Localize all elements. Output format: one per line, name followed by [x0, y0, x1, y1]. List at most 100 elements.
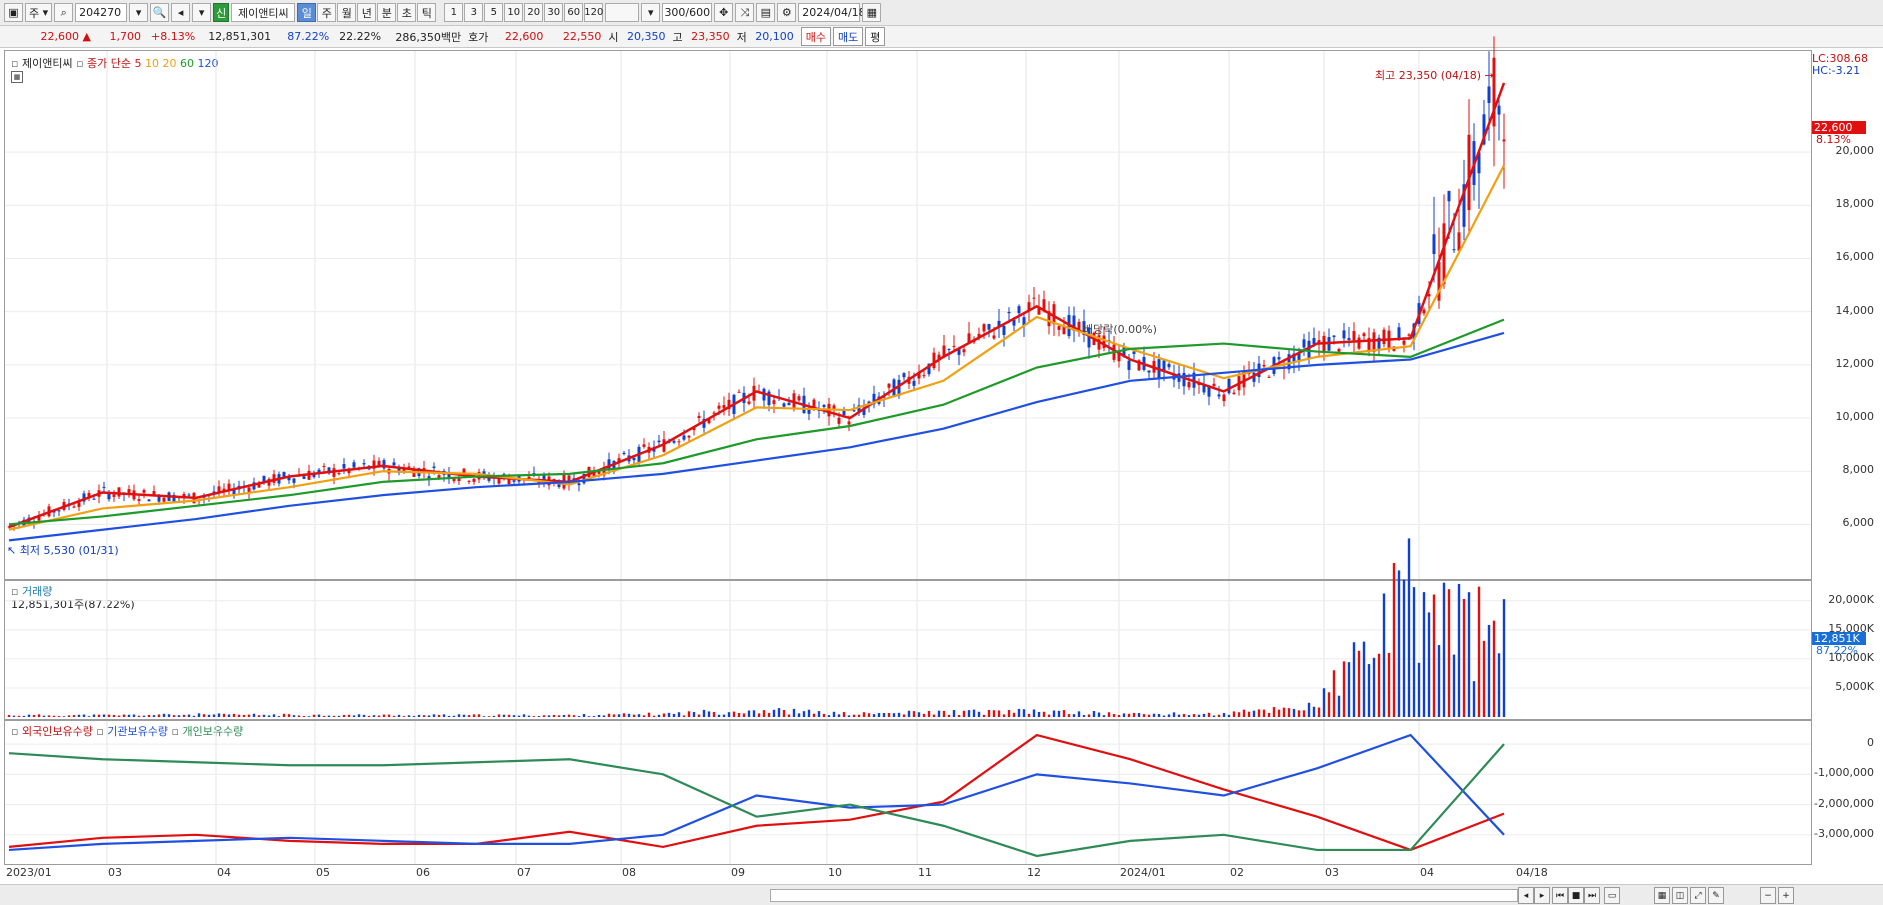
- volume-bar: [787, 714, 791, 717]
- period-tab-일[interactable]: 일: [297, 3, 317, 22]
- code-search-icon[interactable]: ⌕: [54, 3, 74, 22]
- volume-bar: [147, 714, 151, 717]
- interval-dropdown-icon[interactable]: ▾: [641, 3, 661, 22]
- period-tab-초[interactable]: 초: [397, 3, 417, 22]
- period-tab-틱[interactable]: 틱: [417, 3, 437, 22]
- sell-button[interactable]: 매도: [833, 27, 864, 46]
- candle-body: [792, 393, 796, 408]
- date-input[interactable]: 2024/04/18: [798, 3, 866, 22]
- zoom-out-icon[interactable]: −: [1760, 887, 1776, 904]
- volume-bar: [972, 709, 976, 717]
- interval-tab-120[interactable]: 120: [584, 3, 603, 22]
- settings-icon[interactable]: ⚙: [777, 3, 797, 22]
- volume-chart-panel[interactable]: ▫ 거래량 12,851,301주(87.22%): [4, 538, 1812, 720]
- price-chart-panel[interactable]: ▫ 제이앤티씨 ▫ 종가 단순 5 10 20 60 120 ▦ 최고 23,3…: [4, 36, 1812, 580]
- volume-bar: [1252, 710, 1256, 717]
- volume-bar: [782, 709, 786, 717]
- interval-tab-20[interactable]: 20: [524, 3, 544, 22]
- volume-bar: [577, 716, 581, 717]
- calendar-icon[interactable]: ▦: [862, 3, 882, 22]
- market-select[interactable]: 주 ▾: [25, 3, 53, 22]
- ruler-icon[interactable]: ▭: [1604, 887, 1620, 904]
- candle-body: [1287, 354, 1291, 370]
- candle-body: [1487, 86, 1491, 104]
- volume-bar: [102, 714, 106, 717]
- volume-bar: [17, 715, 21, 717]
- evaluate-button[interactable]: 평: [865, 27, 886, 46]
- panel-menu-icon[interactable]: ▦: [11, 71, 23, 83]
- data-count-input[interactable]: 300/600: [662, 3, 713, 22]
- volume-bar: [572, 715, 576, 717]
- custom-interval-input[interactable]: [605, 3, 640, 22]
- zoom-in-icon[interactable]: +: [1778, 887, 1794, 904]
- dropdown-icon[interactable]: ▾: [192, 3, 212, 22]
- audio-icon[interactable]: ◂: [171, 3, 191, 22]
- volume-bar: [217, 713, 221, 717]
- first-page-icon[interactable]: ⏮: [1552, 887, 1568, 904]
- period-tab-년[interactable]: 년: [357, 3, 377, 22]
- search-icon[interactable]: 🔍: [150, 3, 170, 22]
- stock-code-input[interactable]: 204270: [75, 3, 128, 22]
- interval-tab-3[interactable]: 3: [464, 3, 484, 22]
- legend-foreign: 외국인보유수량: [21, 725, 93, 738]
- price-y-tick: 14,000: [1835, 303, 1875, 317]
- chart-type-icon[interactable]: ▣: [4, 3, 23, 22]
- period-tab-주[interactable]: 주: [317, 3, 337, 22]
- interval-tab-60[interactable]: 60: [564, 3, 584, 22]
- volume-bar: [377, 715, 381, 717]
- candle-body: [467, 480, 471, 482]
- interval-tab-5[interactable]: 5: [484, 3, 504, 22]
- volume-bar: [427, 715, 431, 717]
- volume-bar: [1272, 707, 1276, 717]
- code-dropdown-icon[interactable]: ▾: [129, 3, 149, 22]
- candle-body: [697, 415, 701, 418]
- scroll-right-icon[interactable]: ▸: [1534, 887, 1550, 904]
- scrollbar[interactable]: [770, 889, 1518, 902]
- scroll-left-icon[interactable]: ◂: [1518, 887, 1534, 904]
- volume-bar: [822, 713, 826, 717]
- candle-body: [457, 478, 461, 482]
- volume-legend: ▫ 거래량: [11, 585, 53, 598]
- buy-button[interactable]: 매수: [800, 27, 831, 46]
- layout-icon[interactable]: ▦: [1654, 887, 1670, 904]
- x-tick: 11: [918, 866, 932, 879]
- ma-line-60: [8, 318, 1505, 526]
- interval-tab-30[interactable]: 30: [544, 3, 564, 22]
- volume-bar: [382, 714, 386, 717]
- volume-bar: [777, 708, 781, 717]
- candle-body: [822, 404, 826, 407]
- volume-bar: [27, 714, 31, 717]
- volume-bar: [322, 715, 326, 717]
- volume-bar: [137, 715, 141, 717]
- volume-bar: [1117, 715, 1121, 717]
- period-tab-분[interactable]: 분: [377, 3, 397, 22]
- split-icon[interactable]: ◫: [1672, 887, 1688, 904]
- volume-bar: [877, 713, 881, 717]
- interval-tab-1[interactable]: 1: [444, 3, 464, 22]
- candle-body: [767, 391, 771, 406]
- crosshair-icon[interactable]: ✥: [714, 3, 734, 22]
- volume-bar: [827, 715, 831, 717]
- volume-bar: [442, 714, 446, 717]
- volume-bar: [887, 713, 891, 717]
- candle-body: [1312, 338, 1316, 345]
- candle-body: [1222, 394, 1226, 402]
- expand-icon[interactable]: ⤢: [1690, 887, 1706, 904]
- volume-bar: [1342, 661, 1346, 717]
- candle-body: [57, 510, 61, 512]
- volume-bar: [837, 714, 841, 717]
- interval-tab-10[interactable]: 10: [504, 3, 524, 22]
- indicator-icon[interactable]: ⤨: [735, 3, 755, 22]
- volume-bar: [182, 714, 186, 717]
- save-icon[interactable]: ▤: [756, 3, 776, 22]
- period-tab-월[interactable]: 월: [337, 3, 357, 22]
- volume-bar: [487, 716, 491, 717]
- volume-bar: [212, 714, 216, 717]
- candle-body: [162, 497, 166, 502]
- holdings-chart-panel[interactable]: ▫ 외국인보유수량 ▫ 기관보유수량 ▫ 개인보유수량: [4, 720, 1812, 865]
- volume-bar: [537, 716, 541, 717]
- tool-icon[interactable]: ✎: [1708, 887, 1724, 904]
- last-page-icon[interactable]: ⏭: [1584, 887, 1600, 904]
- legend-ma-label: 종가 단순: [87, 57, 132, 70]
- stop-icon[interactable]: ■: [1568, 887, 1584, 904]
